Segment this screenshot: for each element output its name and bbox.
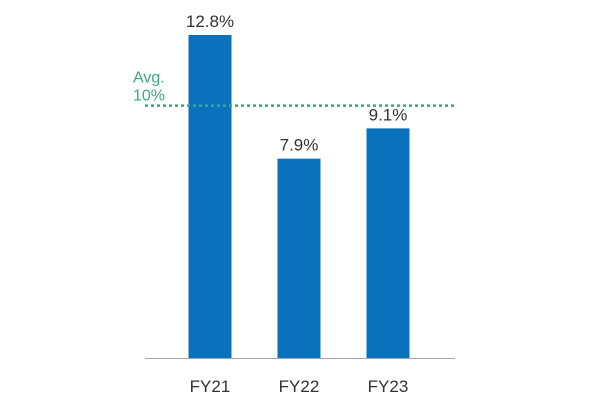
value-label: 7.9% [280,136,319,155]
x-tick-label: FY23 [368,377,409,396]
average-label-line2: 10% [133,88,165,105]
value-label: 12.8% [186,12,234,31]
x-tick-label: FY21 [190,377,231,396]
value-label: 9.1% [369,105,408,124]
bar-fy21 [188,35,232,358]
bar-fy23 [366,128,410,358]
x-tick-label: FY22 [279,377,320,396]
average-label-line1: Avg. [133,70,165,87]
bar-fy22 [277,158,321,358]
